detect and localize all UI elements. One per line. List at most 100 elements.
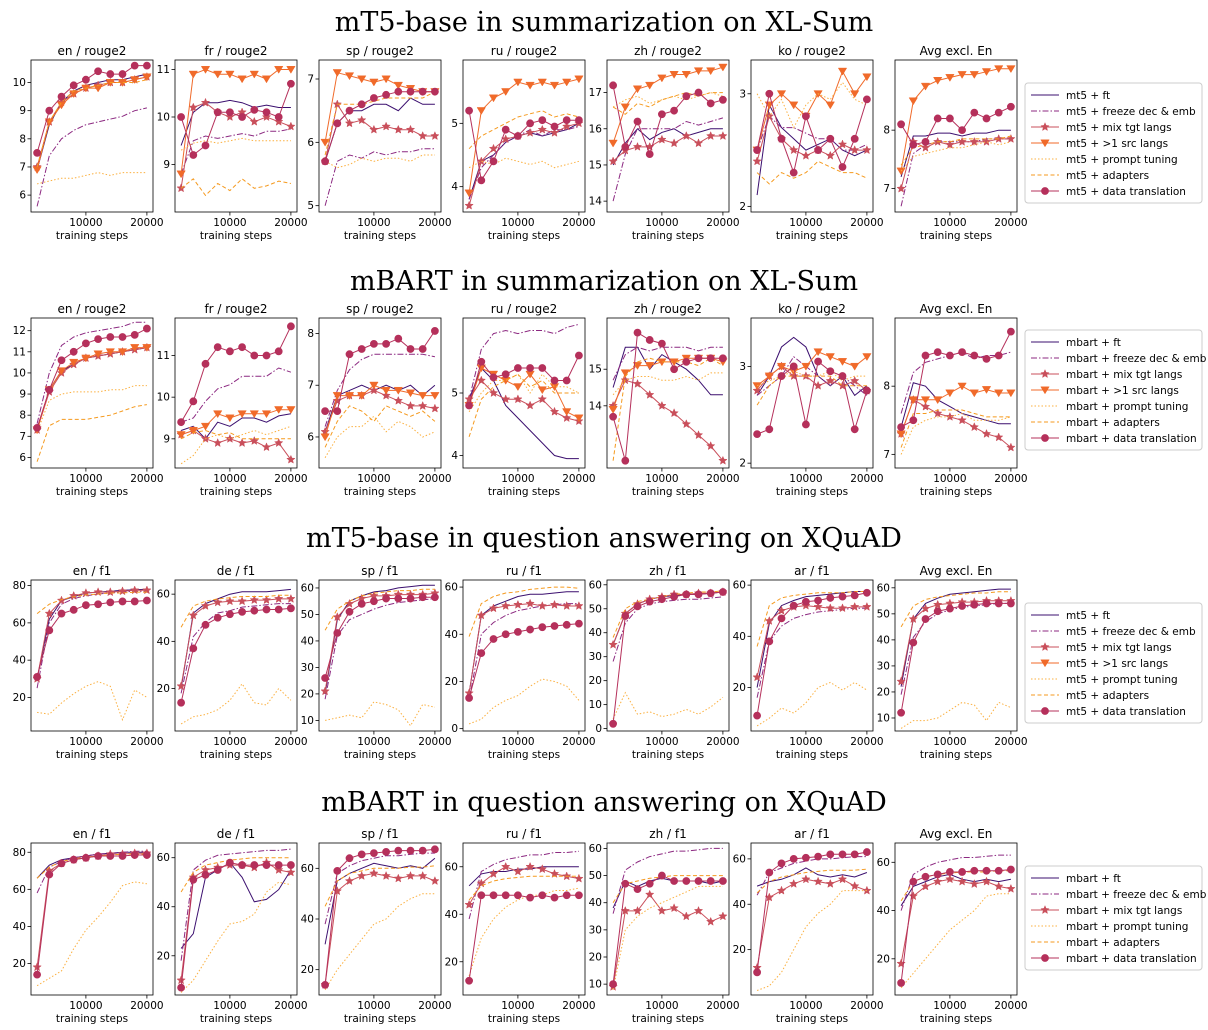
data-point [957, 136, 967, 146]
data-point [969, 136, 980, 146]
series-line-5 [468, 110, 580, 150]
panel-title: sp / f1 [361, 564, 398, 578]
data-point [417, 400, 428, 410]
plot-area [320, 327, 440, 458]
data-point [143, 596, 151, 605]
data-point [274, 861, 283, 869]
data-point [94, 852, 102, 860]
data-point [958, 126, 966, 135]
panel-title: zh / f1 [649, 564, 686, 578]
data-point [945, 74, 955, 82]
x-tick-label: 20000 [850, 1000, 883, 1012]
x-tick-label: 10000 [213, 1000, 246, 1012]
x-tick-label: 10000 [69, 473, 102, 485]
data-point [250, 351, 259, 360]
panel-title: ko / rouge2 [778, 44, 846, 58]
series-line-4 [468, 887, 579, 977]
data-point [752, 385, 762, 395]
data-point [549, 406, 560, 416]
series-line-6 [180, 607, 291, 703]
x-tick-label: 10000 [69, 736, 102, 748]
data-point [920, 142, 931, 152]
x-tick-label: 20000 [994, 1000, 1027, 1012]
x-axis-label: training steps [344, 486, 416, 498]
data-point [969, 879, 980, 889]
data-point [994, 599, 1003, 608]
data-point [681, 131, 692, 141]
data-point [764, 372, 774, 381]
data-point [765, 868, 774, 877]
data-point [863, 848, 871, 856]
data-point [57, 859, 66, 868]
data-point [226, 858, 234, 867]
data-point [406, 594, 415, 603]
series-line-1 [324, 598, 435, 700]
data-point [777, 859, 786, 868]
data-point [489, 373, 498, 382]
series-line-5 [468, 875, 579, 901]
data-point [850, 425, 859, 434]
data-point [370, 339, 378, 348]
data-point [94, 600, 102, 609]
series-line-5 [612, 357, 724, 461]
data-point [561, 413, 572, 423]
data-point [908, 614, 919, 624]
x-tick-label: 10000 [789, 473, 822, 485]
panel-title: Avg excl. En [920, 44, 993, 58]
data-point [32, 166, 42, 175]
data-point [370, 849, 378, 858]
axes-frame [750, 59, 874, 213]
data-point [969, 389, 979, 398]
data-point [189, 875, 198, 884]
plot-area [752, 588, 872, 727]
data-point [320, 138, 330, 147]
data-point [32, 962, 42, 972]
y-tick-label: 10 [301, 715, 314, 727]
data-point [430, 392, 440, 400]
data-point [752, 156, 762, 166]
data-point [201, 141, 210, 150]
series-line-2 [612, 893, 724, 987]
data-point [345, 350, 354, 359]
x-tick-label: 10000 [789, 1000, 822, 1012]
data-point [562, 620, 571, 629]
y-tick-label: 11 [157, 350, 170, 362]
data-point [489, 891, 498, 900]
series-line-5 [180, 429, 291, 440]
data-point [933, 396, 943, 405]
x-tick-label: 20000 [418, 736, 451, 748]
panel-title: de / f1 [217, 827, 256, 841]
series-line-1 [180, 367, 292, 423]
data-point [213, 410, 223, 419]
data-point [645, 362, 655, 370]
data-point [238, 861, 247, 869]
data-point [332, 395, 343, 405]
x-tick-label: 10000 [357, 217, 390, 229]
data-point [250, 606, 259, 615]
legend-label: mt5 + freeze dec & emb [1066, 626, 1196, 638]
legend-item: mt5 + >1 src langs [1031, 138, 1168, 150]
data-point [994, 65, 1004, 74]
data-point [789, 601, 798, 610]
plot-area [32, 848, 152, 987]
data-point [321, 407, 330, 416]
data-point [670, 592, 678, 601]
series-line-5 [612, 875, 723, 903]
y-tick-label: 6 [19, 190, 26, 202]
data-point [957, 876, 967, 886]
data-point [538, 116, 547, 125]
x-tick-label: 10000 [501, 473, 534, 485]
data-point [273, 865, 284, 874]
data-point [921, 615, 930, 623]
data-point [213, 343, 222, 352]
data-point [513, 866, 523, 876]
data-point [142, 73, 152, 82]
y-tick-label: 60 [877, 857, 890, 869]
data-point [1006, 883, 1016, 893]
data-point [669, 71, 679, 79]
data-point [718, 131, 728, 141]
y-tick-label: 9 [19, 389, 26, 401]
data-point [575, 619, 583, 628]
data-point [993, 432, 1004, 442]
data-point [658, 339, 666, 348]
